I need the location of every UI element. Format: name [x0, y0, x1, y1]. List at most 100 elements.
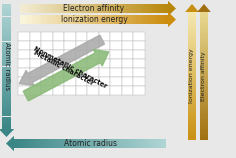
Bar [2, 42, 11, 44]
Bar [69, 15, 72, 24]
Bar [110, 41, 122, 50]
Bar [101, 15, 104, 24]
Bar [164, 139, 166, 148]
Bar [70, 139, 72, 148]
Bar [188, 106, 196, 108]
Bar [156, 15, 158, 24]
Bar [76, 32, 87, 41]
Bar [41, 41, 52, 50]
FancyArrow shape [19, 35, 105, 85]
Bar [188, 129, 196, 131]
Bar [188, 29, 196, 31]
Bar [200, 85, 208, 87]
Bar [148, 139, 151, 148]
Bar [2, 21, 11, 23]
Bar [161, 4, 163, 13]
Text: Electron affinity: Electron affinity [202, 51, 206, 101]
Bar [2, 94, 11, 96]
Bar [2, 123, 11, 125]
Bar [200, 65, 208, 67]
Bar [163, 15, 165, 24]
Bar [94, 4, 97, 13]
Bar [200, 104, 208, 106]
Bar [200, 57, 208, 59]
Bar [120, 139, 123, 148]
Bar [18, 41, 30, 50]
Bar [64, 68, 76, 77]
Bar [27, 139, 29, 148]
Bar [18, 32, 30, 41]
Bar [87, 15, 89, 24]
Bar [72, 15, 74, 24]
Bar [161, 139, 164, 148]
Bar [2, 106, 11, 108]
Bar [47, 139, 50, 148]
Bar [200, 117, 208, 119]
Bar [82, 15, 84, 24]
Bar [47, 15, 50, 24]
Bar [98, 59, 110, 68]
Bar [124, 4, 126, 13]
Bar [42, 15, 45, 24]
Bar [188, 16, 196, 18]
Bar [188, 102, 196, 104]
Bar [30, 32, 41, 41]
Text: Ionization energy: Ionization energy [190, 49, 194, 103]
Bar [41, 59, 52, 68]
Bar [2, 12, 11, 14]
Bar [122, 68, 133, 77]
Bar [200, 74, 208, 76]
Bar [188, 67, 196, 70]
Bar [200, 67, 208, 70]
Bar [200, 21, 208, 23]
Bar [45, 15, 47, 24]
Bar [126, 4, 129, 13]
Bar [37, 4, 40, 13]
Bar [188, 89, 196, 91]
Bar [2, 102, 11, 104]
Bar [200, 52, 208, 55]
Bar [30, 41, 41, 50]
Bar [50, 4, 52, 13]
Bar [188, 117, 196, 119]
Bar [72, 4, 74, 13]
Bar [188, 18, 196, 21]
Bar [27, 15, 30, 24]
Bar [200, 97, 208, 100]
Bar [188, 123, 196, 125]
Bar [121, 15, 124, 24]
Bar [92, 4, 94, 13]
Bar [151, 4, 153, 13]
Bar [64, 86, 76, 95]
Bar [30, 15, 32, 24]
Bar [18, 50, 30, 59]
Bar [41, 77, 52, 86]
Bar [106, 4, 109, 13]
Bar [60, 139, 62, 148]
Bar [87, 77, 98, 86]
Bar [200, 89, 208, 91]
Bar [76, 68, 87, 77]
Bar [200, 12, 208, 14]
Text: Atomic radius: Atomic radius [63, 139, 117, 148]
Bar [188, 14, 196, 16]
Bar [200, 80, 208, 82]
Bar [122, 86, 133, 95]
Bar [188, 100, 196, 102]
Bar [188, 104, 196, 106]
Bar [50, 15, 52, 24]
Bar [77, 4, 79, 13]
Bar [200, 16, 208, 18]
Polygon shape [197, 4, 211, 12]
Bar [30, 4, 32, 13]
Bar [200, 78, 208, 80]
Bar [200, 72, 208, 74]
Bar [118, 139, 120, 148]
Bar [2, 91, 11, 94]
Bar [82, 139, 85, 148]
Bar [87, 68, 98, 77]
Bar [188, 87, 196, 89]
Bar [114, 15, 116, 24]
Bar [2, 44, 11, 46]
Polygon shape [185, 4, 199, 12]
